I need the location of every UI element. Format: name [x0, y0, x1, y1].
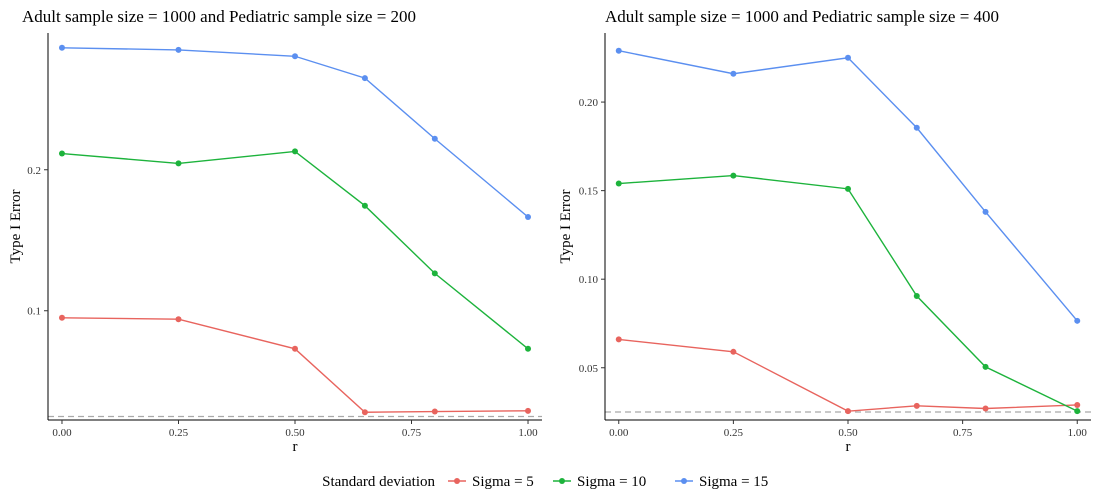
x-tick-label: 0.25 [724, 427, 744, 439]
data-point [982, 208, 989, 215]
x-axis-label: r [846, 439, 851, 455]
legend-item: Sigma = 5 [448, 474, 534, 490]
legend-key-point [454, 478, 460, 484]
data-point [913, 402, 920, 409]
chart-title: Adult sample size = 1000 and Pediatric s… [22, 7, 416, 26]
legend-title: Standard deviation [322, 474, 435, 490]
x-axis-label: r [293, 439, 298, 455]
x-tick-label: 1.00 [1068, 427, 1088, 439]
data-point [615, 47, 622, 54]
series-3 [615, 47, 1081, 324]
data-point [175, 160, 182, 167]
data-point [845, 185, 851, 192]
series-2 [615, 172, 1081, 415]
series-line [618, 50, 1078, 322]
chart-panel-2: Adult sample size = 1000 and Pediatric s… [558, 7, 1091, 455]
legend-item: Sigma = 15 [675, 474, 768, 490]
data-point [431, 270, 438, 277]
data-point [58, 314, 65, 321]
data-point [982, 363, 989, 370]
data-point [1074, 401, 1081, 408]
y-axis-label: Type I Error [8, 190, 24, 264]
y-axis-label: Type I Error [558, 190, 574, 264]
chart-title: Adult sample size = 1000 and Pediatric s… [605, 7, 999, 26]
data-point [525, 213, 532, 220]
data-point [615, 336, 622, 343]
y-tick-label: 0.2 [27, 165, 41, 177]
x-tick-label: 0.75 [953, 427, 973, 439]
series-line [61, 150, 529, 350]
data-point [913, 124, 920, 131]
x-tick-label: 0.50 [838, 427, 858, 439]
series-line [61, 317, 529, 413]
legend: Standard deviation Sigma = 5 Sigma = 10 Si… [322, 474, 768, 490]
series-3 [58, 44, 532, 220]
series-line [61, 47, 529, 218]
y-tick-label: 0.10 [579, 274, 599, 286]
data-point [361, 202, 368, 209]
data-point [730, 172, 737, 179]
y-tick-label: 0.1 [27, 306, 41, 318]
data-point [525, 407, 532, 414]
data-point [361, 75, 368, 82]
data-point [175, 316, 182, 323]
series-1 [615, 336, 1081, 415]
x-tick-label: 1.00 [518, 427, 538, 439]
legend-key-point [559, 478, 565, 484]
data-point [845, 54, 851, 61]
x-tick-label: 0.50 [285, 427, 305, 439]
data-point [1074, 408, 1081, 415]
legend-key-point [681, 478, 687, 484]
data-point [730, 348, 737, 355]
data-point [58, 44, 65, 51]
data-point [615, 180, 622, 187]
legend-item: Sigma = 10 [553, 474, 646, 490]
data-point [982, 405, 989, 412]
data-point [292, 345, 298, 352]
y-tick-label: 0.05 [579, 363, 599, 375]
data-point [845, 408, 851, 415]
data-point [431, 135, 438, 142]
series-2 [58, 148, 532, 352]
legend-label: Sigma = 10 [577, 474, 646, 490]
series-line [618, 174, 1078, 412]
chart-panel-1: Adult sample size = 1000 and Pediatric s… [8, 7, 542, 455]
data-point [431, 408, 438, 415]
legend-label: Sigma = 5 [472, 474, 534, 490]
x-tick-label: 0.00 [609, 427, 629, 439]
x-tick-label: 0.75 [402, 427, 422, 439]
data-point [292, 53, 298, 60]
x-tick-label: 0.25 [169, 427, 189, 439]
data-point [175, 46, 182, 53]
data-point [730, 70, 737, 77]
data-point [1074, 317, 1081, 324]
x-tick-label: 0.00 [52, 427, 72, 439]
y-tick-label: 0.15 [579, 186, 599, 198]
data-point [292, 148, 298, 155]
data-point [913, 293, 920, 300]
data-point [58, 150, 65, 157]
legend-label: Sigma = 15 [699, 474, 768, 490]
data-point [361, 409, 368, 416]
y-tick-label: 0.20 [579, 97, 599, 109]
series-line [618, 338, 1078, 412]
series-1 [58, 314, 532, 416]
data-point [525, 345, 532, 352]
